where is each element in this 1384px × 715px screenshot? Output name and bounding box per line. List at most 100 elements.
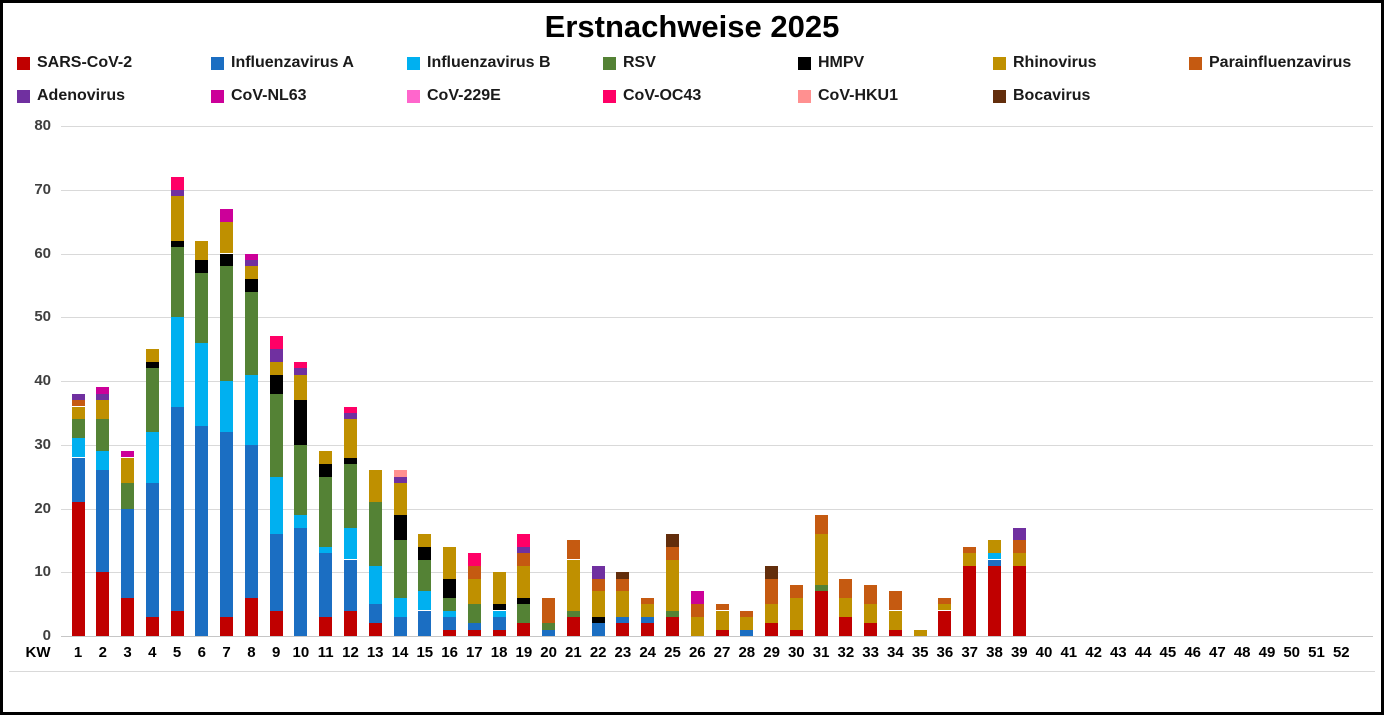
x-axis-tick-kw30: 30 (787, 644, 805, 661)
bar-kw31-rhinovirus (814, 534, 828, 585)
bar-kw10-cov-oc43 (294, 361, 308, 369)
bar-kw2-rsv (96, 419, 110, 452)
bar-kw13-rhinovirus (368, 470, 382, 503)
x-axis-tick-kw43: 43 (1109, 644, 1127, 661)
bar-kw5-adenovirus (170, 189, 184, 197)
bar-kw38-rhinovirus (988, 540, 1001, 554)
bar-kw9-rsv (269, 393, 283, 477)
x-axis-tick-kw42: 42 (1085, 644, 1102, 661)
bar-kw12-cov-oc43 (344, 406, 357, 413)
legend-label: RSV (623, 54, 656, 71)
x-axis-tick-kw18: 18 (490, 644, 508, 661)
bar-kw9-rhinovirus (269, 361, 283, 375)
chart-title: Erstnachweise 2025 (544, 9, 840, 44)
bar-kw20-influenzavirus-a (542, 629, 556, 636)
bar-kw22-hmpv (591, 616, 605, 624)
bar-kw21-rhinovirus (566, 559, 580, 611)
bar-kw39-adenovirus (1012, 527, 1026, 541)
bar-kw17-cov-oc43 (467, 553, 481, 566)
bar-kw6-rhinovirus (195, 240, 209, 260)
y-axis-tick-70: 70 (34, 180, 51, 198)
bar-kw10-hmpv (294, 400, 308, 445)
bar-kw26-rhinovirus (690, 616, 704, 636)
legend-label: CoV-229E (427, 87, 501, 104)
x-axis-tick-kw17: 17 (465, 644, 483, 661)
bar-kw38-influenzavirus-b (988, 553, 1001, 560)
bar-kw11-sars-cov-2 (319, 616, 333, 636)
bar-kw10-influenzavirus-a (294, 527, 308, 636)
bar-kw12-influenzavirus-a (344, 559, 357, 611)
bar-kw8-cov-nl63 (244, 253, 258, 260)
bar-kw19-adenovirus (517, 546, 531, 554)
bar-kw13-influenzavirus-a (368, 604, 382, 624)
bar-kw1-sars-cov-2 (71, 502, 85, 636)
bar-kw21-parainfluenzavirus (566, 540, 580, 560)
bar-kw17-sars-cov-2 (467, 629, 481, 636)
bar-kw35-rhinovirus (913, 629, 927, 636)
bar-kw12-hmpv (344, 457, 357, 464)
legend-label: CoV-OC43 (623, 87, 702, 104)
bar-kw19-rhinovirus (517, 565, 531, 598)
legend-item-influenzavirus-a: Influenzavirus A (211, 54, 354, 72)
legend-swatch-icon (798, 56, 811, 70)
bar-kw36-parainfluenzavirus (938, 597, 952, 605)
bar-kw17-parainfluenzavirus (467, 565, 481, 579)
x-axis-tick-kw46: 46 (1184, 644, 1202, 661)
x-axis-tick-kw22: 22 (589, 644, 607, 661)
bar-kw3-rsv (121, 483, 134, 509)
bar-kw11-rsv (319, 476, 333, 547)
bar-kw10-adenovirus (294, 368, 308, 375)
bar-kw8-influenzavirus-a (244, 444, 258, 598)
bar-kw29-parainfluenzavirus (765, 578, 779, 605)
bar-kw6-hmpv (195, 259, 209, 273)
gridline-80 (61, 126, 1373, 127)
bar-kw10-rsv (294, 444, 308, 515)
bar-kw39-parainfluenzavirus (1012, 540, 1026, 554)
bar-kw27-parainfluenzavirus (715, 604, 729, 611)
bar-kw28-rhinovirus (740, 616, 754, 630)
bar-kw22-influenzavirus-a (591, 623, 605, 637)
bar-kw32-rhinovirus (839, 597, 853, 617)
bar-kw34-rhinovirus (888, 610, 902, 630)
legend-item-cov-229e: CoV-229E (407, 87, 501, 105)
bar-kw7-cov-nl63 (220, 208, 234, 222)
legend-label: HMPV (818, 54, 865, 71)
x-axis-tick-kw44: 44 (1134, 644, 1152, 661)
bar-kw24-influenzavirus-a (641, 616, 655, 624)
bar-kw16-rhinovirus (443, 546, 457, 579)
bar-kw29-rhinovirus (765, 604, 779, 624)
legend-item-influenzavirus-b: Influenzavirus B (407, 54, 551, 72)
x-axis-tick-kw27: 27 (713, 644, 731, 661)
bar-kw32-sars-cov-2 (839, 616, 853, 636)
x-axis-tick-kw45: 45 (1159, 644, 1177, 661)
bar-kw5-rhinovirus (170, 196, 184, 241)
bar-kw39-sars-cov-2 (1012, 565, 1026, 636)
x-axis-tick-kw33: 33 (862, 644, 879, 661)
bar-kw15-influenzavirus-b (418, 591, 432, 611)
x-axis-tick-kw31: 31 (812, 644, 830, 661)
bar-kw3-influenzavirus-a (121, 508, 134, 598)
x-axis-tick-kw36: 36 (936, 644, 954, 661)
bar-kw30-rhinovirus (789, 597, 803, 630)
y-axis-tick-40: 40 (34, 372, 51, 389)
x-axis-tick-kw28: 28 (738, 644, 756, 661)
x-axis-tick-kw38: 38 (986, 644, 1003, 661)
bar-kw27-rhinovirus (715, 610, 729, 630)
bar-kw14-influenzavirus-a (393, 616, 407, 636)
x-axis-tick-kw11: 11 (317, 644, 334, 661)
y-axis-tick-30: 30 (34, 435, 51, 453)
x-axis-tick-kw32: 32 (837, 644, 855, 661)
bar-kw4-influenzavirus-a (145, 483, 159, 617)
x-axis-tick-kw12: 12 (342, 644, 359, 661)
legend-item-bocavirus: Bocavirus (993, 87, 1090, 105)
legend-item-cov-hku1: CoV-HKU1 (798, 87, 898, 105)
bar-kw7-influenzavirus-b (220, 381, 234, 432)
bar-kw38-influenzavirus-a (988, 559, 1001, 566)
bar-kw8-sars-cov-2 (244, 597, 258, 637)
x-axis-tick-kw25: 25 (664, 644, 681, 661)
bar-kw23-influenzavirus-a (616, 616, 630, 624)
bar-kw14-cov-hku1 (393, 470, 407, 477)
legend-label: CoV-NL63 (231, 87, 307, 104)
x-axis-tick-kw26: 26 (688, 644, 706, 661)
